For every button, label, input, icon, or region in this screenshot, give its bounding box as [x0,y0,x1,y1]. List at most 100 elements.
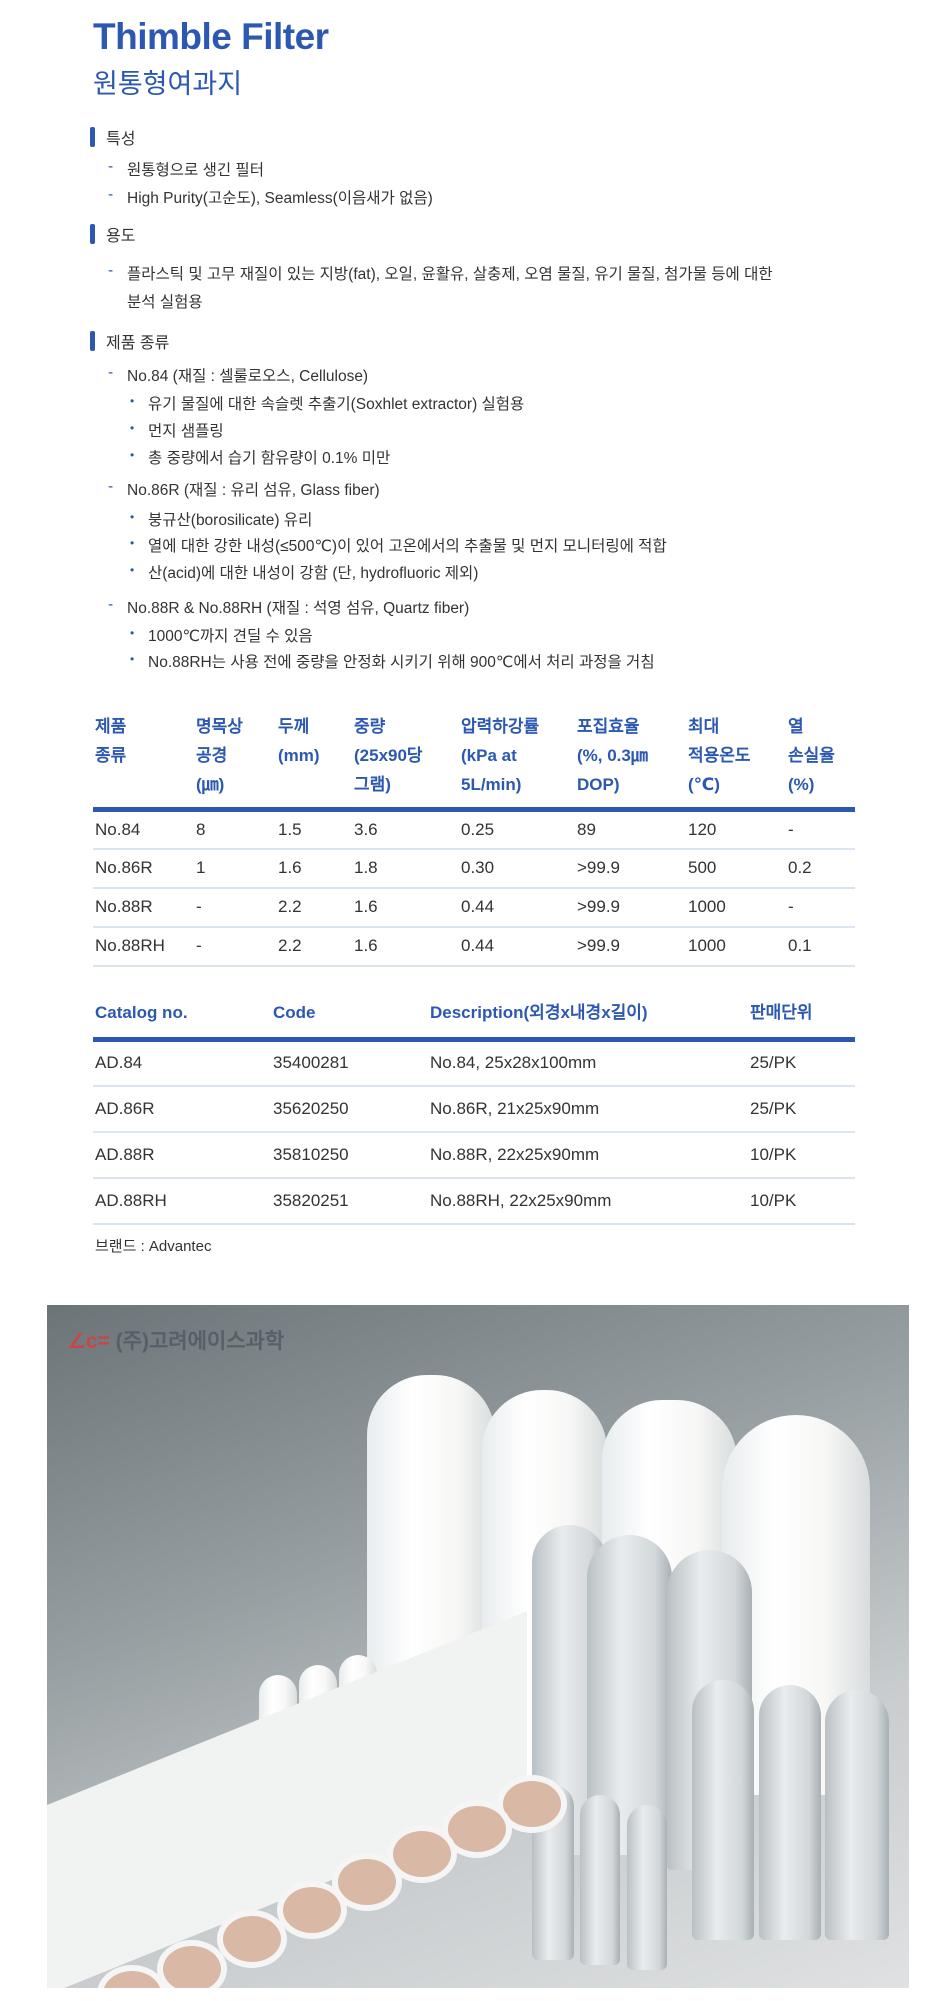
table-cell: 1.5 [276,809,352,850]
catalog-table: Catalog no. Code Description(외경x내경x길이) 판매단위… [93,998,855,1225]
list-item: 1000℃까지 견딜 수 있음 [148,628,313,645]
heading-text: 제품 종류 [106,335,170,352]
section-marker [90,331,95,351]
list-item: High Purity(고순도), Seamless(이음새가 없음) [127,190,433,207]
table-row: No.88R -2.2 1.6 0.44 >99.9 1000- [93,887,855,928]
table-row: AD.84 35400281 No.84, 25x28x100mm 25/PK [93,1039,855,1087]
table-cell: AD.84 [93,1039,271,1087]
column-header: 열 손실율 (%) [786,712,855,812]
thimble-lying [277,1881,347,1939]
column-header: Description(외경x내경x길이) [428,998,748,1042]
table-cell: >99.9 [575,848,686,889]
header-line: (㎛) [196,775,225,794]
dash: - [108,158,114,175]
table-cell: >99.9 [575,887,686,928]
product-photo: ∠c= (주)고려에이스과학 [47,1305,909,1988]
list-item: No.88RH는 사용 전에 중량을 안정화 시키기 위해 900℃에서 처리 … [148,654,655,671]
column-header: Catalog no. [93,998,271,1042]
heading-text: 특성 [106,131,136,148]
table-cell: No.86R, 21x25x90mm [428,1085,748,1133]
table-cell: 25/PK [748,1085,855,1133]
table-cell: 2.2 [276,887,352,928]
bullet: • [130,394,135,408]
list-item: 분석 실험용 [127,294,203,311]
table-cell: 2.2 [276,926,352,967]
table-cell: 0.44 [459,926,575,967]
table-cell: 35400281 [271,1039,428,1087]
table-cell: 1.6 [276,848,352,889]
product-type-title: No.84 (재질 : 셀룰로오스, Cellulose) [127,368,369,385]
section-features-heading: 특성 [90,125,135,149]
table-cell: No.88RH [93,926,194,967]
thimble-quartz [692,1680,754,1940]
header-line: 두께 [278,717,310,736]
header-line: 그램) [354,775,391,794]
section-marker [90,224,95,244]
table-cell: >99.9 [575,926,686,967]
table-cell: No.88R, 22x25x90mm [428,1131,748,1179]
table-cell: No.86R [93,848,194,889]
table-cell: No.84, 25x28x100mm [428,1039,748,1087]
bullet: • [130,448,135,462]
header-line: 포집효율 [577,717,640,736]
table-cell: 35820251 [271,1177,428,1225]
table-cell: 89 [575,809,686,850]
table-cell: - [786,887,855,928]
table-cell: 1 [194,848,276,889]
brand-label: 브랜드 : Advantec [95,1238,212,1255]
table-row: AD.88RH 35820251 No.88RH, 22x25x90mm 10/PK [93,1177,855,1225]
heading-text: 용도 [106,228,136,245]
table-cell: - [194,887,276,928]
table-row: AD.88R 35810250 No.88R, 22x25x90mm 10/PK [93,1131,855,1179]
header-line: (%) [788,775,815,794]
header-line: 최대 [688,717,720,736]
table-cell: 3.6 [352,809,459,850]
table-cell: 10/PK [748,1131,855,1179]
table-cell: 1000 [686,926,786,967]
table-cell: 10/PK [748,1177,855,1225]
header-line: 5L/min) [461,775,522,794]
list-item: 열에 대한 강한 내성(≤500℃)이 있어 고온에서의 추출물 및 먼지 모니… [148,538,667,555]
list-item: 유기 물질에 대한 속슬렛 추출기(Soxhlet extractor) 실험용 [148,396,525,413]
spec-table: 제품 종류 명목상 공경 (㎛) 두께 (mm) 중량 (25x90당 그램) 압력하강률 (kPa … [93,712,855,967]
section-marker [90,127,95,147]
table-cell: AD.88R [93,1131,271,1179]
column-header: 압력하강률 (kPa at 5L/min) [459,712,575,812]
table-cell: 0.30 [459,848,575,889]
header-line: 압력하강률 [461,717,540,736]
header-line: (℃) [688,775,720,794]
header-line: 적용온도 [688,746,751,765]
list-item: 먼지 샘플링 [148,423,224,440]
column-header: Code [271,998,428,1042]
dash: - [108,262,114,279]
table-cell: 1000 [686,887,786,928]
list-item: 플라스틱 및 고무 재질이 있는 지방(fat), 오일, 윤활유, 살충제, … [127,266,773,283]
page-title: Thimble Filter [93,16,329,57]
bullet: • [130,536,135,550]
table-cell: 35810250 [271,1131,428,1179]
thimble-lying [157,1940,227,1988]
header-line: 제품 [95,717,127,736]
header-line: 종류 [95,746,127,765]
table-cell: 1.6 [352,926,459,967]
dash: - [108,186,114,203]
table-cell: 500 [686,848,786,889]
header-line: DOP) [577,775,620,794]
section-uses-heading: 용도 [90,222,135,246]
thimble-quartz [825,1690,889,1940]
header-line: (%, 0.3㎛ [577,746,648,765]
table-cell: 1.6 [352,887,459,928]
bullet: • [130,626,135,640]
watermark-logo: ∠c= (주)고려에이스과학 [67,1330,285,1353]
thimble-lying [217,1910,287,1968]
table-cell: No.84 [93,809,194,850]
header-line: (25x90당 [354,746,423,765]
column-header: 두께 (mm) [276,712,352,812]
header-line: (mm) [278,746,320,765]
list-item: 총 중량에서 습기 함유량이 0.1% 미만 [148,450,391,467]
table-cell: AD.88RH [93,1177,271,1225]
product-type-title: No.86R (재질 : 유리 섬유, Glass fiber) [127,482,380,499]
table-cell: - [786,809,855,850]
